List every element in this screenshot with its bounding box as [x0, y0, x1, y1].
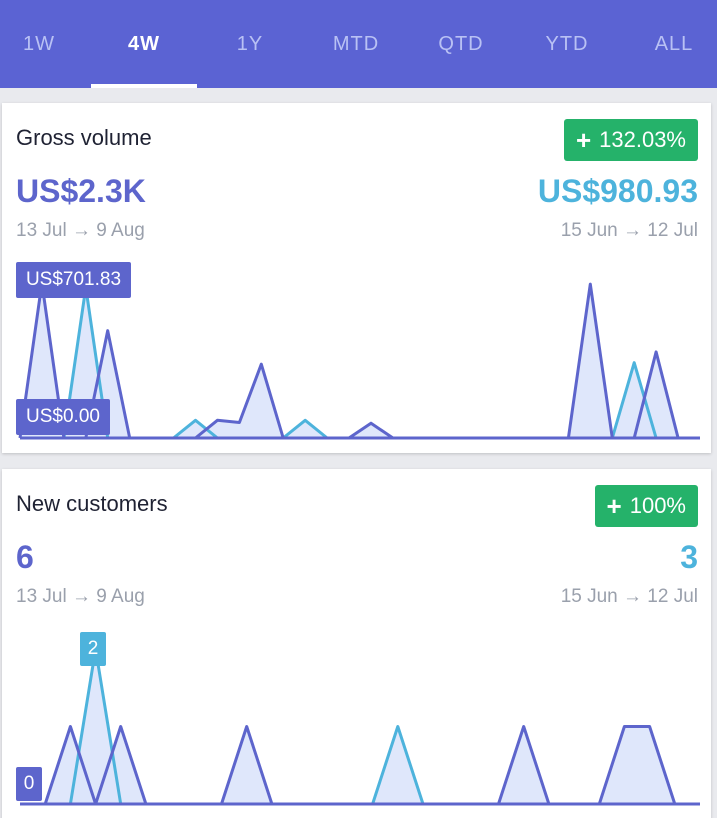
- tab-all[interactable]: ALL: [654, 32, 694, 55]
- series-area-0: [20, 726, 700, 804]
- change-percent: 100%: [629, 493, 686, 518]
- series-area-0: [20, 283, 700, 438]
- period-tab-bar: 1W 4W 1Y MTD QTD YTD ALL: [0, 0, 717, 88]
- previous-range: 15 Jun → 12 Jul: [560, 220, 698, 241]
- plus-icon: +: [606, 491, 622, 521]
- change-badge: + 100%: [594, 485, 698, 527]
- card-title: New customers: [16, 491, 168, 516]
- max-value-label: 2: [80, 632, 106, 666]
- active-tab-indicator: [91, 84, 197, 88]
- change-badge: + 132.03%: [563, 119, 698, 161]
- card-title: Gross volume: [16, 125, 152, 150]
- previous-value: 3: [680, 539, 698, 575]
- tab-qtd[interactable]: QTD: [438, 32, 484, 55]
- tab-1w[interactable]: 1W: [23, 32, 55, 55]
- tab-mtd[interactable]: MTD: [332, 32, 380, 55]
- min-value-label: US$0.00: [16, 399, 110, 435]
- gross-volume-card[interactable]: Gross volume + 132.03% US$2.3K US$980.93…: [2, 103, 711, 453]
- min-value-label: 0: [16, 767, 42, 801]
- current-value: 6: [16, 539, 34, 575]
- previous-value: US$980.93: [537, 173, 698, 209]
- current-range: 13 Jul → 9 Aug: [16, 220, 145, 241]
- change-percent: 132.03%: [599, 127, 686, 152]
- tab-1y[interactable]: 1Y: [236, 32, 264, 55]
- current-value: US$2.3K: [16, 173, 146, 209]
- tab-ytd[interactable]: YTD: [545, 32, 589, 55]
- current-range: 13 Jul → 9 Aug: [16, 586, 145, 607]
- new-customers-card[interactable]: New customers + 100% 6 3 13 Jul → 9 Aug …: [2, 469, 711, 818]
- new-customers-chart: [20, 647, 700, 806]
- series-area-1: [20, 649, 700, 804]
- tab-4w[interactable]: 4W: [128, 32, 160, 55]
- plus-icon: +: [575, 125, 592, 155]
- max-value-label: US$701.83: [16, 262, 131, 298]
- previous-range: 15 Jun → 12 Jul: [560, 586, 698, 607]
